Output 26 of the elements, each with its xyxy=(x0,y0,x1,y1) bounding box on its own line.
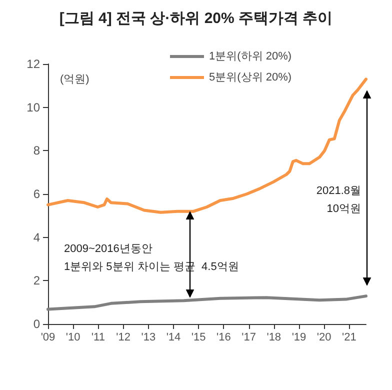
x-tick-label: '12 xyxy=(116,332,130,344)
chart-title: [그림 4] 전국 상·하위 20% 주택가격 추이 xyxy=(59,10,333,27)
y-axis-title: (억원) xyxy=(60,74,90,86)
x-tick-label: '19 xyxy=(292,332,306,344)
x-tick-label: '20 xyxy=(316,332,332,344)
x-tick-label: '13 xyxy=(141,332,156,344)
y-tick-label: 0 xyxy=(33,317,40,331)
x-tick-label: '18 xyxy=(266,332,282,344)
y-tick-label: 2 xyxy=(33,274,40,288)
x-tick-label: '16 xyxy=(216,332,231,344)
y-tick-label: 10 xyxy=(26,100,40,114)
x-tick-label: '21 xyxy=(342,332,356,344)
x-tick-label: '15 xyxy=(191,332,206,344)
y-tick-label: 4 xyxy=(33,230,40,244)
y-tick-label: 12 xyxy=(26,57,40,71)
legend-label: 5분위(상위 20%) xyxy=(209,72,292,84)
y-tick-label: 6 xyxy=(33,187,40,201)
annotation: 2021.8월 10억원 xyxy=(316,185,361,215)
line-series xyxy=(46,294,368,311)
x-tick-label: '14 xyxy=(166,332,181,344)
y-tick-label: 8 xyxy=(33,144,40,158)
legend-label: 1분위(하위 20%) xyxy=(209,50,292,62)
x-tick-label: '17 xyxy=(242,332,256,344)
x-tick-label: '09 xyxy=(40,332,56,344)
x-tick-label: '10 xyxy=(66,332,80,344)
x-tick-label: '11 xyxy=(91,332,105,344)
